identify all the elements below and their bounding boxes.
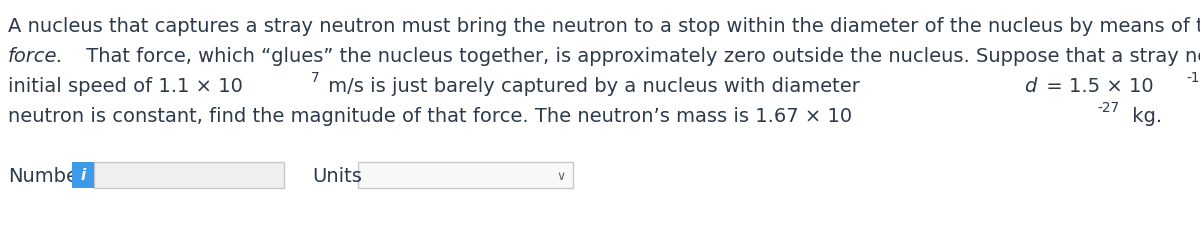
Text: i: i [80,168,85,183]
Text: -27: -27 [1097,101,1120,115]
FancyBboxPatch shape [72,162,94,188]
Text: A nucleus that captures a stray neutron must bring the neutron to a stop within : A nucleus that captures a stray neutron … [8,17,1200,36]
Text: -14: -14 [1187,71,1200,85]
FancyBboxPatch shape [94,162,284,188]
Text: = 1.5 × 10: = 1.5 × 10 [1040,77,1154,96]
FancyBboxPatch shape [358,162,574,188]
Text: d: d [1025,77,1037,96]
Text: m/s is just barely captured by a nucleus with diameter: m/s is just barely captured by a nucleus… [322,77,866,96]
Text: force.: force. [8,47,64,66]
Text: Units: Units [312,166,362,185]
Text: kg.: kg. [1126,107,1162,125]
Text: neutron is constant, find the magnitude of that force. The neutron’s mass is 1.6: neutron is constant, find the magnitude … [8,107,852,125]
Text: 7: 7 [311,71,319,85]
Text: ∨: ∨ [557,169,565,182]
Text: That force, which “glues” the nucleus together, is approximately zero outside th: That force, which “glues” the nucleus to… [80,47,1200,66]
Text: initial speed of 1.1 × 10: initial speed of 1.1 × 10 [8,77,242,96]
Text: Number: Number [8,166,86,185]
